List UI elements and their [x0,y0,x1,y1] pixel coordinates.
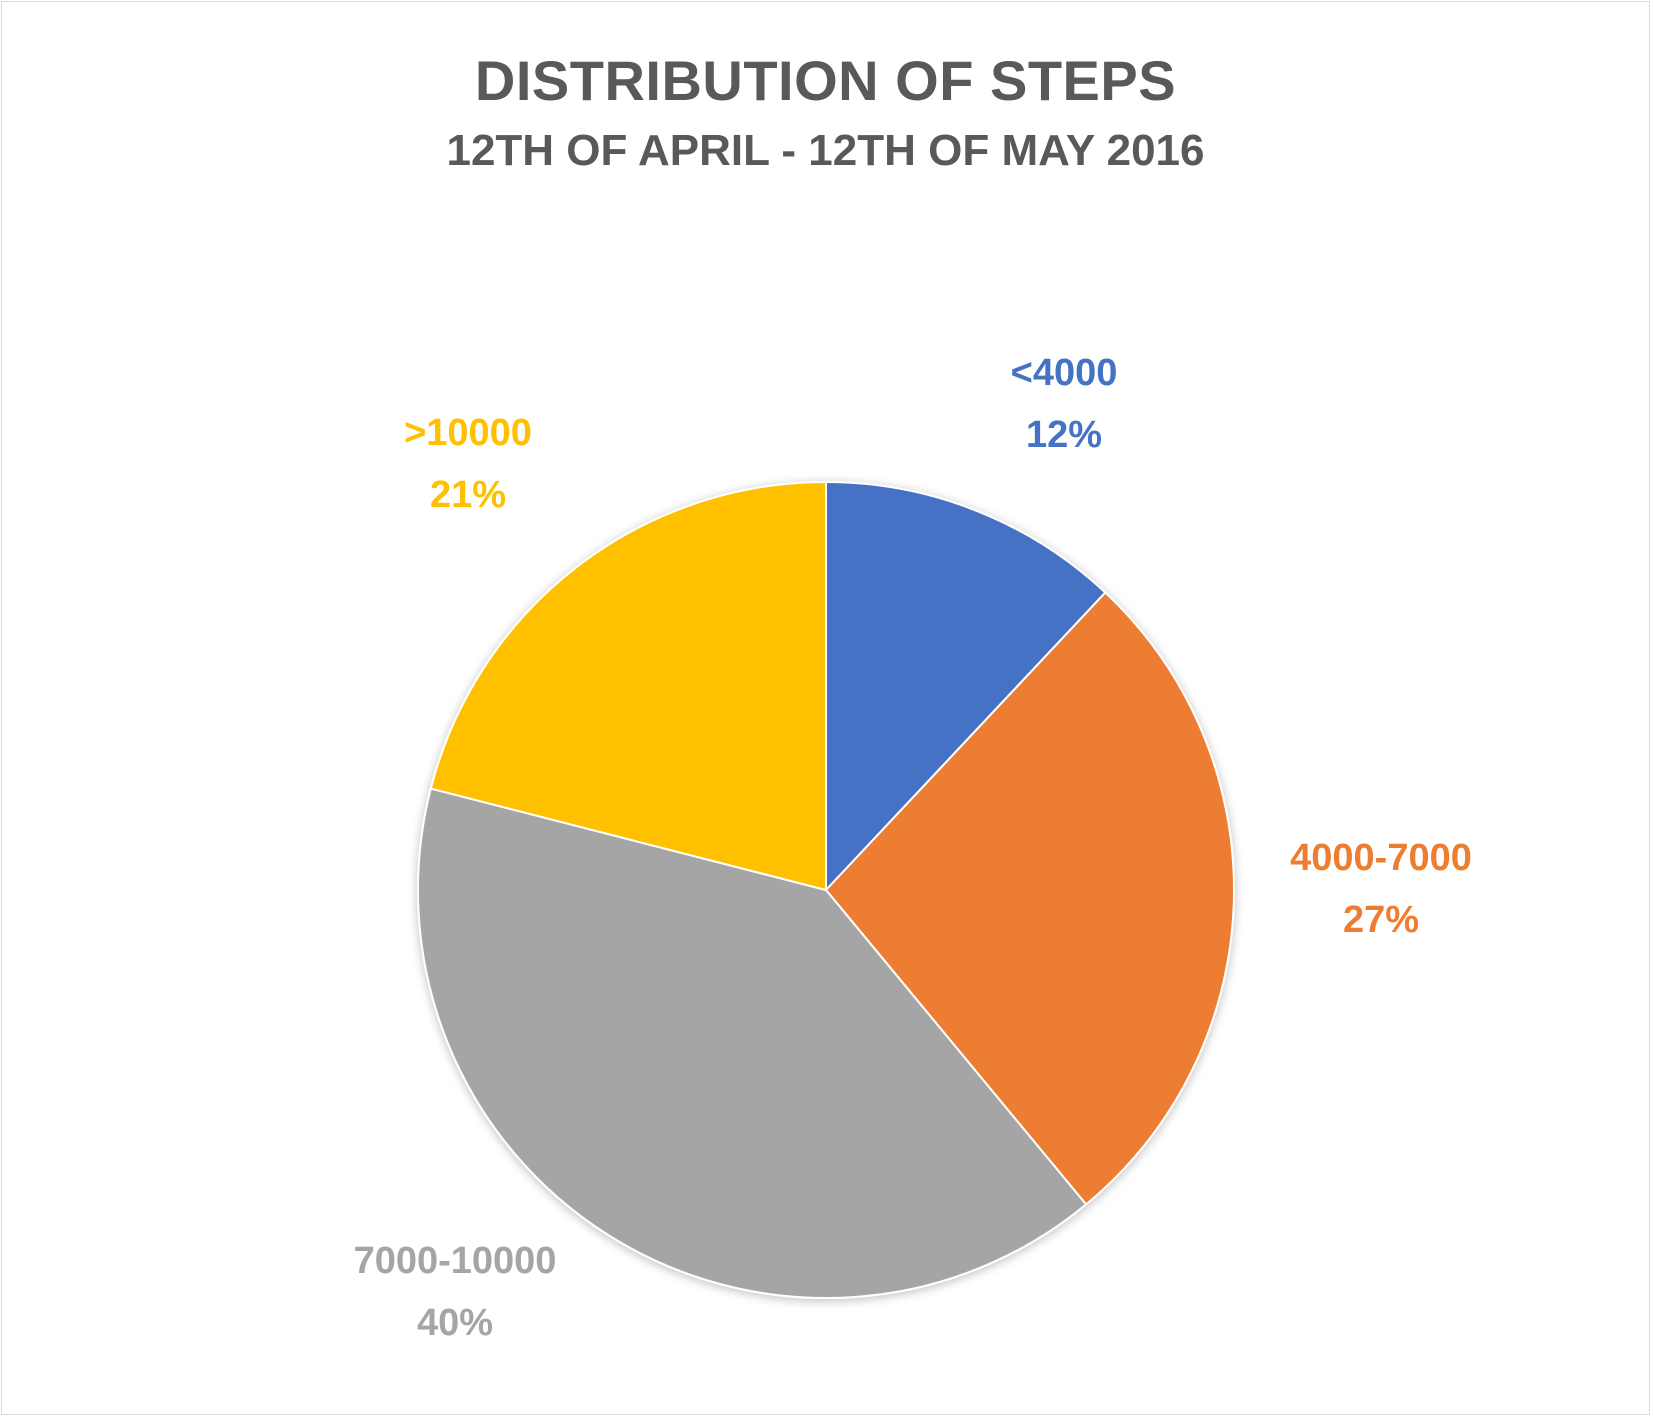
slice-value-label: 12% [1026,414,1102,456]
slice-category-label: >10000 [404,412,532,454]
pie-slice-1 [825,480,1107,893]
chart-title: DISTRIBUTION OF STEPS [474,49,1177,112]
pie-slice-3 [417,787,1088,1299]
slice-category-label: <4000 [1011,352,1118,394]
pie-slice-4 [429,480,827,892]
slice-category-label: 7000-10000 [354,1240,557,1282]
slice-category-label: 4000-7000 [1290,837,1472,879]
chart-subtitle: 12TH OF APRIL - 12TH OF MAY 2016 [446,126,1205,175]
pie-slice-2 [824,591,1235,1206]
slice-value-label: 40% [417,1302,493,1344]
slice-value-label: 21% [430,474,506,516]
slice-value-label: 27% [1343,899,1419,941]
